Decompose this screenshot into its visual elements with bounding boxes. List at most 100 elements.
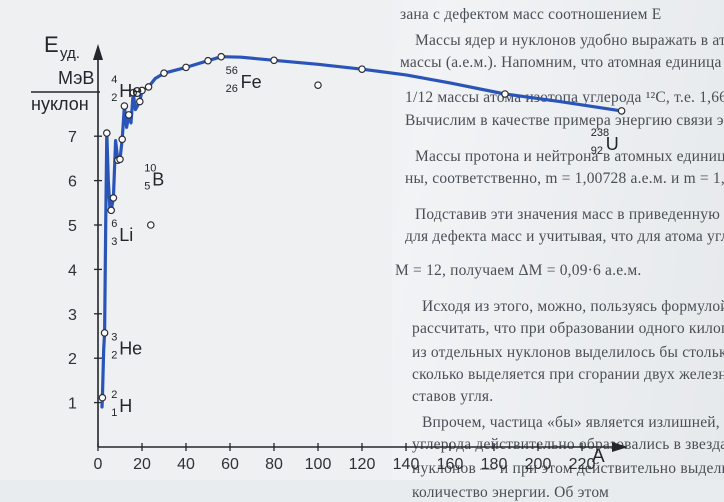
nuclide-label-b: 10 5 B — [144, 163, 164, 193]
chart-backdrop — [0, 0, 392, 480]
nuclide-charge-number: 1 — [111, 407, 117, 419]
data-point — [129, 88, 138, 97]
y-tick-label: 6 — [68, 174, 77, 191]
page-text-line: рассчитать, что при образовании одного к… — [412, 320, 724, 337]
data-point — [147, 221, 155, 229]
x-tick-label: 80 — [265, 456, 283, 473]
page-text-line: количество энергии. Об этом — [412, 484, 609, 501]
nuclide-symbol: He — [119, 81, 142, 101]
nuclide-mass-number: 3 — [111, 331, 117, 343]
nuclide-symbol: B — [152, 170, 164, 190]
page-text-line: M = 12, получаем ΔM = 0,09·6 а.е.м. — [395, 262, 642, 279]
nuclide-charge-number: 3 — [111, 236, 117, 248]
chart-ticks: 1 2 3 4 5 6 7 0 20 40 60 80 100 120 140 160 180 200 220 — [68, 129, 595, 473]
x-tick-label: 200 — [525, 456, 552, 473]
y-unit-denominator: нуклон — [31, 94, 89, 114]
nuclide-label-h2: 2 1 H — [111, 389, 132, 419]
nuclide-mass-number: 56 — [226, 65, 238, 77]
x-tick-label: 100 — [305, 456, 332, 473]
page-text-line: Исходя из этого, можно, пользуясь формул… — [422, 298, 724, 315]
data-point — [118, 135, 127, 144]
nuclide-mass-number: 6 — [111, 218, 117, 230]
page-text-line: Массы протона и нейтрона в атомных едини… — [415, 148, 724, 165]
data-point — [314, 81, 322, 89]
page-text-line: 1/12 массы атома изотопа углерода ¹²C, т… — [405, 89, 724, 106]
page-text-line: для дефекта масс и учитывая, что для ато… — [405, 228, 724, 245]
data-point — [136, 97, 144, 106]
x-tick-label: 160 — [437, 456, 464, 473]
data-point — [358, 65, 366, 73]
page-text-line: ны, соответственно, m = 1,00728 а.е.м. и… — [405, 170, 724, 187]
page-text-line: массы (а.е.м.). Напомним, что атомная ед… — [400, 54, 724, 71]
x-tick-label: 40 — [177, 456, 195, 473]
data-point — [125, 111, 133, 119]
nuclide-charge-number: 26 — [226, 83, 238, 95]
data-point — [160, 69, 168, 77]
y-tick-label: 1 — [68, 396, 77, 413]
y-tick-label: 2 — [68, 351, 77, 368]
x-tick-label: 0 — [94, 456, 103, 473]
y-axis-subscript: уд. — [60, 45, 80, 62]
x-tick-label: 180 — [481, 456, 508, 473]
x-axis-label: A — [592, 446, 605, 467]
data-point — [103, 129, 111, 137]
data-point — [144, 83, 153, 91]
y-axis-arrow — [93, 44, 103, 60]
x-tick-label: 140 — [393, 456, 420, 473]
page-text-line: сколько выделяется при сгорании двух жел… — [412, 366, 724, 383]
data-point — [138, 86, 146, 95]
page-text-line: Вычислим в качестве примера энергию связ… — [405, 112, 724, 129]
nuclide-label-fe: 56 26 Fe — [226, 65, 262, 95]
nuclide-mass-number: 2 — [111, 389, 117, 401]
nuclide-charge-number: 92 — [591, 145, 603, 157]
nuclide-label-he4: 4 2 He — [111, 74, 142, 104]
page-text-line: из отдельных нуклонов выделилось бы стол… — [412, 344, 724, 361]
nuclide-symbol: He — [119, 338, 142, 358]
x-axis-arrow — [612, 442, 628, 452]
data-point — [270, 56, 278, 65]
y-tick-label: 5 — [68, 218, 77, 235]
y-axis-symbol: E — [44, 32, 59, 57]
page-text-line: зана с дефектом масс соотношением Е — [400, 6, 662, 23]
chart-axes — [93, 44, 628, 452]
data-point — [204, 56, 212, 65]
nuclide-symbol: U — [606, 134, 619, 154]
page-text-line: Впрочем, частица «бы» является излишней,… — [422, 414, 724, 431]
nuclide-label-u: 238 92 U — [591, 127, 619, 157]
nuclide-label-he3: 3 2 He — [111, 331, 142, 361]
x-tick-label: 120 — [349, 456, 376, 473]
page-text-line: ставов угля. — [412, 388, 494, 405]
y-tick-label: 3 — [68, 307, 77, 324]
nuclide-symbol: Fe — [241, 72, 262, 92]
data-point — [217, 52, 226, 61]
nuclide-charge-number: 5 — [144, 181, 150, 193]
x-tick-label: 60 — [221, 456, 239, 473]
y-unit-numerator: МэВ — [58, 68, 94, 88]
page-text-line: углерода действительно образовались в зв… — [412, 436, 724, 453]
page-text-line: Подставив эти значения масс в приведенну… — [415, 206, 724, 223]
nuclide-symbol: H — [119, 396, 132, 416]
data-point — [100, 329, 109, 337]
nuclide-mass-number: 10 — [144, 163, 156, 175]
data-point — [116, 155, 124, 164]
nuclide-symbol: Li — [119, 225, 133, 245]
y-tick-label: 4 — [68, 262, 77, 279]
page-text-line: нуклонов — и при этом действительно выде… — [412, 460, 724, 477]
nuclide-mass-number: 4 — [111, 74, 117, 86]
data-point — [501, 90, 509, 98]
y-tick-label: 7 — [68, 129, 77, 146]
chart-series — [98, 52, 626, 409]
data-point — [182, 63, 190, 72]
data-point — [109, 194, 118, 202]
nuclide-charge-number: 2 — [111, 349, 117, 361]
data-point — [107, 206, 116, 215]
nuclide-charge-number: 2 — [111, 92, 117, 104]
page-text-line: Массы ядер и нуклонов удобно выражать в … — [415, 32, 724, 49]
page-text: дра (рис. 32.1).зана с дефектом масс соо… — [0, 6, 724, 501]
nuclide-mass-number: 238 — [591, 127, 609, 139]
data-point — [120, 102, 129, 110]
chart-labels: E уд. МэВ нуклон A — [31, 32, 605, 467]
